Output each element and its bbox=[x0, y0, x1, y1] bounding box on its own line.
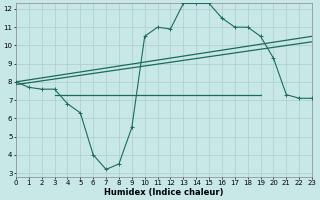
X-axis label: Humidex (Indice chaleur): Humidex (Indice chaleur) bbox=[104, 188, 224, 197]
